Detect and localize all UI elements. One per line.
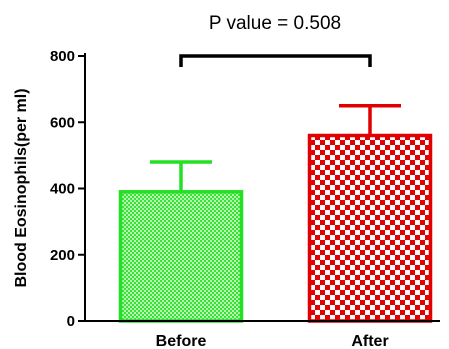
y-axis-label: Blood Eosinophils(per ml) [13, 88, 30, 287]
x-labels-group: Before After [156, 333, 389, 349]
y-tick-label-200: 200 [50, 247, 75, 264]
y-tick-label-600: 600 [50, 114, 75, 131]
y-ticks-group: 0 200 400 600 800 [50, 48, 85, 330]
error-bars-group [150, 103, 401, 192]
bar-before [118, 190, 244, 323]
p-value-annotation: P value = 0.508 [209, 13, 341, 34]
bars-group [118, 133, 433, 323]
bar-after [307, 133, 433, 323]
y-tick-label-400: 400 [50, 181, 75, 198]
x-tick-label-after: After [351, 333, 388, 349]
y-tick-label-0: 0 [67, 313, 75, 330]
significance-bracket [179, 54, 372, 67]
x-tick-label-before: Before [156, 333, 207, 349]
y-tick-label-800: 800 [50, 48, 75, 65]
